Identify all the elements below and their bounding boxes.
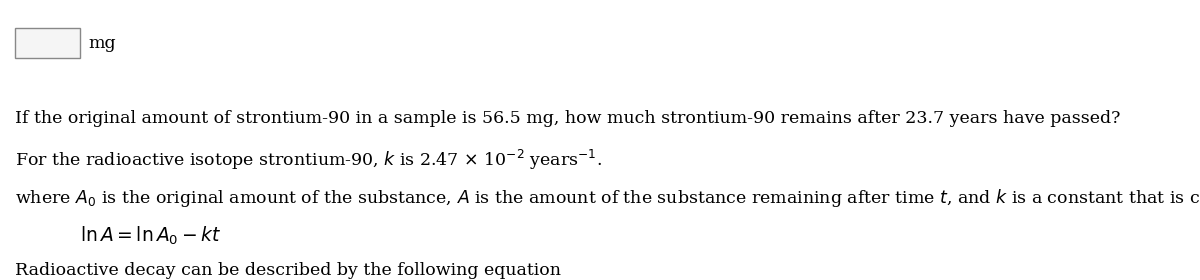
- Text: If the original amount of strontium-90 in a sample is 56.5 mg, how much strontiu: If the original amount of strontium-90 i…: [14, 110, 1121, 127]
- Text: where $A_0$ is the original amount of the substance, $A$ is the amount of the su: where $A_0$ is the original amount of th…: [14, 187, 1200, 209]
- Text: Radioactive decay can be described by the following equation: Radioactive decay can be described by th…: [14, 262, 562, 279]
- Text: $\ln A = \ln A_0 - kt$: $\ln A = \ln A_0 - kt$: [80, 225, 222, 247]
- Text: mg: mg: [88, 34, 115, 52]
- FancyBboxPatch shape: [14, 28, 80, 58]
- Text: For the radioactive isotope strontium-90, $k$ is 2.47 $\times$ 10$^{-2}$ years$^: For the radioactive isotope strontium-90…: [14, 148, 602, 172]
